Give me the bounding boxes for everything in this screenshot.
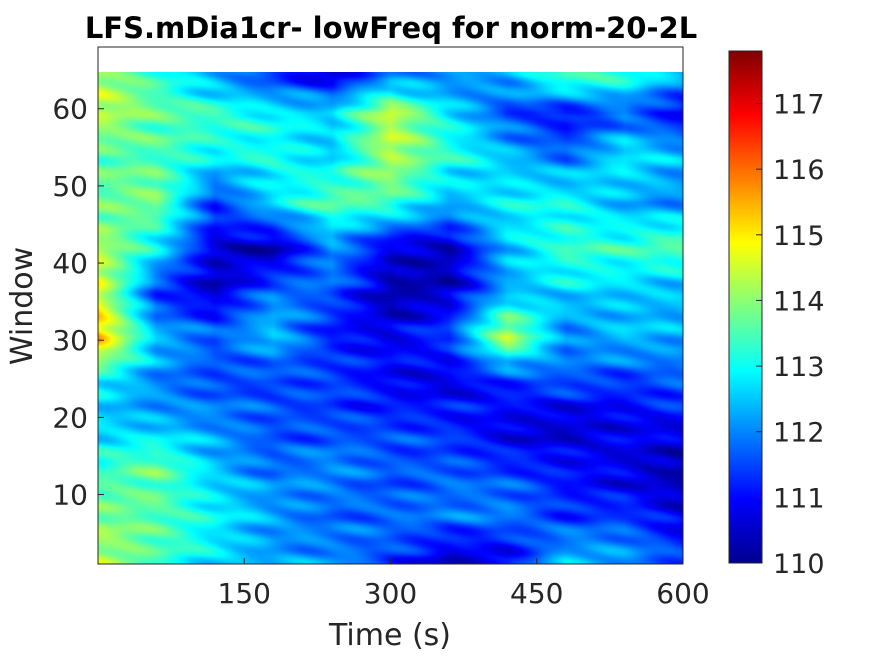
colorbar-tick-label: 112 xyxy=(773,418,825,449)
x-axis-label: Time (s) xyxy=(328,618,451,653)
y-tick-label: 40 xyxy=(52,247,88,280)
colorbar-ticks: 110 111 112 113 114 115 116 117 xyxy=(756,90,825,580)
y-axis-ticks: 10 20 30 40 50 60 xyxy=(52,93,104,512)
colorbar-tick-label: 110 xyxy=(773,549,825,580)
colorbar-tick-label: 113 xyxy=(773,352,825,383)
colorbar: 110 111 112 113 114 115 116 117 xyxy=(728,50,825,580)
y-tick-label: 50 xyxy=(52,170,88,203)
y-tick-label: 60 xyxy=(52,93,88,126)
colorbar-tick-label: 117 xyxy=(773,90,825,121)
x-tick-label: 600 xyxy=(656,577,709,610)
y-tick-label: 30 xyxy=(52,324,88,357)
x-tick-label: 150 xyxy=(218,577,271,610)
colorbar-tick-label: 115 xyxy=(773,221,825,252)
x-tick-label: 450 xyxy=(510,577,563,610)
colorbar-tick-label: 116 xyxy=(773,155,825,186)
y-axis-label: Window xyxy=(5,247,40,365)
x-tick-label: 300 xyxy=(364,577,417,610)
y-tick-label: 10 xyxy=(52,479,88,512)
heatmap-image xyxy=(98,72,683,564)
y-tick-label: 20 xyxy=(52,401,88,434)
colorbar-tick-label: 111 xyxy=(773,483,825,514)
chart-title: LFS.mDia1cr- lowFreq for norm-20-2L xyxy=(85,11,697,45)
x-axis-ticks: 150 300 450 600 xyxy=(218,558,710,610)
colorbar-tick-label: 114 xyxy=(773,286,825,317)
colorbar-gradient xyxy=(728,50,763,564)
heatmap-plot-area xyxy=(97,46,684,565)
